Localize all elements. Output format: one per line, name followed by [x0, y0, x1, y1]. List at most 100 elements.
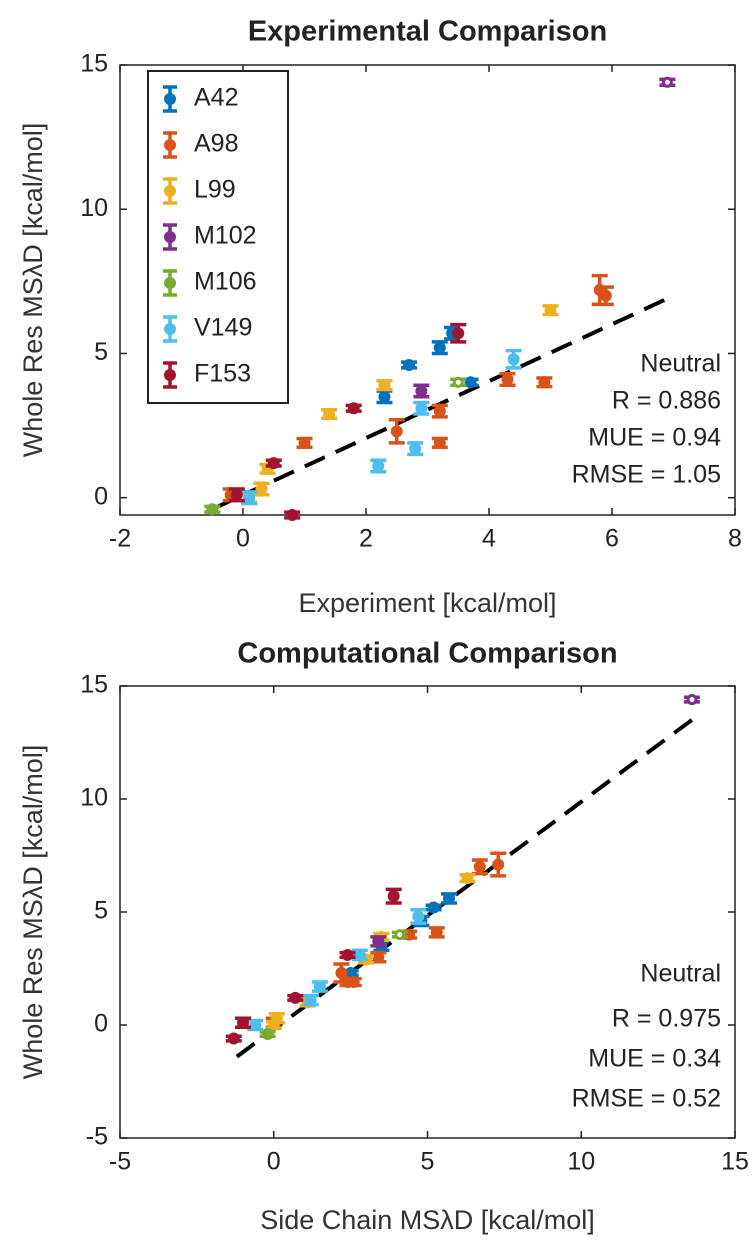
x-axis-label: Side Chain MSλD [kcal/mol] — [260, 1205, 595, 1235]
chart-title: Experimental Comparison — [248, 16, 607, 48]
data-point — [304, 994, 317, 1007]
x-tick-label: -2 — [109, 525, 131, 553]
data-point — [473, 860, 486, 873]
legend-label: F153 — [194, 360, 251, 388]
data-point — [492, 858, 505, 871]
data-point — [267, 1019, 280, 1031]
legend-swatch — [164, 369, 176, 381]
data-point — [452, 327, 465, 340]
annotation: MUE = 0.34 — [588, 1045, 721, 1073]
x-tick-label: 6 — [605, 525, 619, 553]
x-tick-label: 0 — [267, 1148, 281, 1176]
data-point — [538, 376, 551, 389]
y-tick-label: 15 — [80, 50, 108, 78]
data-point — [433, 436, 446, 449]
data-point — [341, 948, 354, 961]
data-point — [261, 1028, 274, 1041]
annotation: Neutral — [640, 350, 721, 378]
legend-swatch — [164, 231, 176, 243]
annotation: R = 0.975 — [612, 1005, 721, 1033]
data-point — [227, 1032, 240, 1045]
y-axis-label: Whole Res MSλD [kcal/mol] — [18, 745, 48, 1080]
x-tick-label: 10 — [567, 1148, 595, 1176]
data-point — [686, 694, 698, 706]
data-point — [344, 967, 357, 980]
data-point — [452, 376, 464, 388]
chart-title: Computational Comparison — [237, 638, 617, 670]
x-tick-label: -5 — [109, 1148, 131, 1176]
legend-swatch — [164, 93, 176, 105]
plot-frame — [119, 685, 736, 1139]
data-point — [394, 929, 406, 941]
data-point — [230, 488, 243, 501]
data-point — [415, 402, 428, 415]
data-point — [415, 384, 428, 397]
x-tick-label: 8 — [728, 525, 742, 553]
legend-label: M102 — [194, 222, 257, 250]
x-tick-label: 2 — [359, 525, 373, 553]
annotation: MUE = 0.94 — [588, 424, 721, 452]
data-point — [501, 373, 514, 386]
y-tick-label: -5 — [86, 1123, 108, 1151]
legend-label: A42 — [194, 84, 238, 112]
data-point — [255, 483, 268, 496]
annotation: Neutral — [640, 960, 721, 988]
data-point — [378, 379, 391, 392]
x-tick-label: 0 — [236, 525, 250, 553]
data-point — [661, 76, 673, 88]
data-point — [249, 1019, 262, 1031]
x-tick-label: 4 — [482, 525, 496, 553]
data-point — [427, 901, 440, 914]
y-axis-label: Whole Res MSλD [kcal/mol] — [18, 123, 48, 458]
data-point — [412, 910, 425, 923]
data-point — [267, 457, 280, 470]
data-point — [544, 304, 557, 317]
data-point — [289, 991, 302, 1004]
y-tick-label: 15 — [80, 671, 108, 699]
y-tick-label: 0 — [94, 1010, 108, 1038]
data-point — [372, 935, 385, 948]
data-point — [378, 390, 391, 403]
y-tick-label: 0 — [94, 482, 108, 510]
data-point — [390, 425, 403, 438]
data-point — [433, 405, 446, 418]
x-axis-label: Experiment [kcal/mol] — [298, 588, 556, 618]
data-point — [243, 491, 256, 504]
data-point — [409, 442, 422, 455]
data-point — [433, 341, 446, 354]
data-point — [323, 408, 336, 421]
data-point — [372, 459, 385, 472]
data-point — [507, 353, 520, 366]
y-tick-label: 5 — [94, 338, 108, 366]
data-point — [443, 892, 456, 905]
data-point — [286, 509, 299, 521]
x-tick-label: 5 — [421, 1148, 435, 1176]
data-point — [298, 436, 311, 449]
legend-label: M106 — [194, 268, 257, 296]
data-point — [372, 951, 385, 964]
legend-swatch — [164, 277, 176, 289]
legend-swatch — [164, 323, 176, 335]
y-tick-label: 10 — [80, 784, 108, 812]
data-point — [430, 926, 443, 939]
y-tick-label: 5 — [94, 897, 108, 925]
data-point — [335, 967, 348, 980]
data-point — [464, 376, 477, 389]
legend-label: V149 — [194, 314, 252, 342]
data-point — [403, 359, 416, 371]
data-point — [347, 976, 360, 989]
data-point — [206, 503, 219, 516]
legend-label: A98 — [194, 130, 238, 158]
y-tick-label: 10 — [80, 194, 108, 222]
data-point — [461, 872, 474, 885]
data-point — [313, 980, 326, 993]
annotation: R = 0.886 — [612, 387, 721, 415]
annotation: RMSE = 0.52 — [572, 1085, 721, 1113]
data-point — [387, 890, 400, 903]
legend-swatch — [164, 185, 176, 197]
legend-label: L99 — [194, 176, 236, 204]
data-point — [353, 948, 366, 961]
plot-frame — [119, 64, 736, 516]
fit-line — [235, 718, 694, 1059]
annotation: RMSE = 1.05 — [572, 461, 721, 489]
